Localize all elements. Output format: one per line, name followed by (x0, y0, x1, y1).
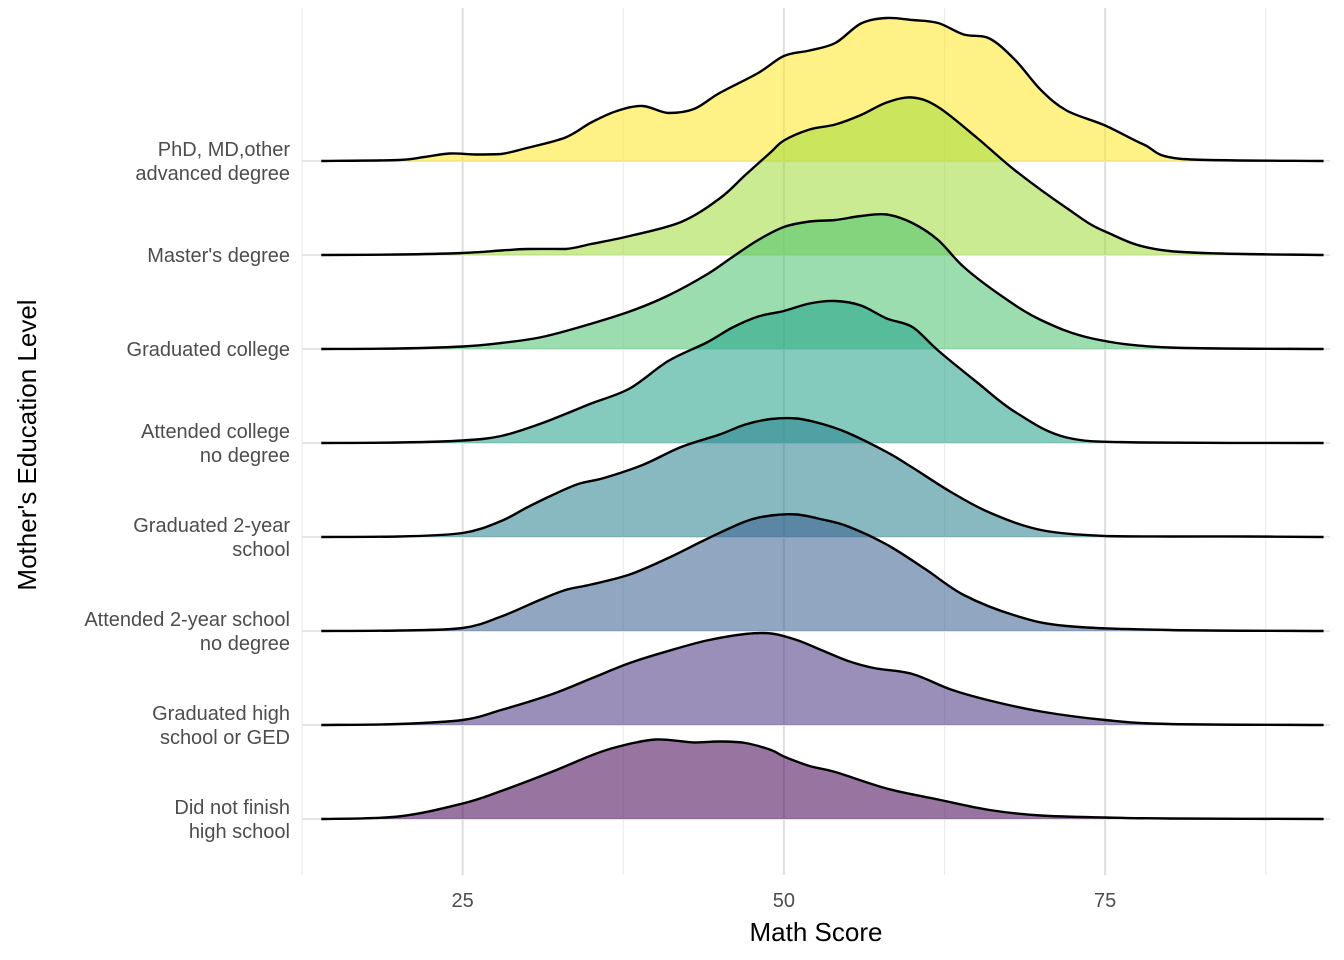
x-axis: 25 50 75 (452, 890, 1117, 912)
x-tick-label: 50 (773, 890, 795, 912)
ridge-1 (321, 631, 1324, 727)
y-axis: Did not finish high school Graduated high s… (84, 139, 290, 843)
ridge-fill (321, 300, 1324, 443)
ridge-fill (321, 97, 1324, 255)
y-tick-label: Did not finish high school (174, 797, 290, 843)
ridge-fill (321, 418, 1324, 537)
y-axis-title: Mother's Education Level (12, 299, 42, 590)
ridge-fill (321, 514, 1324, 631)
x-tick-label: 25 (452, 890, 474, 912)
ridge-outline (321, 416, 1324, 539)
ridge-outline (321, 96, 1324, 257)
ridge-3 (321, 416, 1324, 539)
ridge-fill (321, 632, 1324, 725)
y-tick-label: PhD, MD,other advanced degree (135, 139, 290, 185)
ridge-outline (321, 738, 1324, 821)
y-tick-label: Graduated 2-year school (133, 515, 290, 561)
x-axis-title: Math Score (750, 917, 883, 947)
y-tick-label: Master's degree (147, 245, 290, 267)
ridge-6 (321, 96, 1324, 257)
ridge-outline (321, 631, 1324, 727)
ridge-outline (321, 212, 1324, 351)
ridge-fill (321, 214, 1324, 349)
ridge-outline (321, 16, 1324, 163)
ridge-outline (321, 299, 1324, 445)
ridge-0 (321, 738, 1324, 821)
y-tick-label: Graduated high school or GED (152, 703, 290, 749)
y-tick-label: Graduated college (127, 339, 290, 361)
ridges (321, 16, 1324, 821)
ridge-4 (321, 299, 1324, 445)
y-tick-label: Attended college no degree (141, 421, 290, 467)
ridge-fill (321, 17, 1324, 161)
ridge-outline (321, 513, 1324, 633)
ridge-2 (321, 513, 1324, 633)
ridge-7 (321, 16, 1324, 163)
y-tick-label: Attended 2-year school no degree (84, 609, 290, 655)
ridge-fill (321, 739, 1324, 819)
x-tick-label: 75 (1094, 890, 1116, 912)
ridge-5 (321, 212, 1324, 351)
